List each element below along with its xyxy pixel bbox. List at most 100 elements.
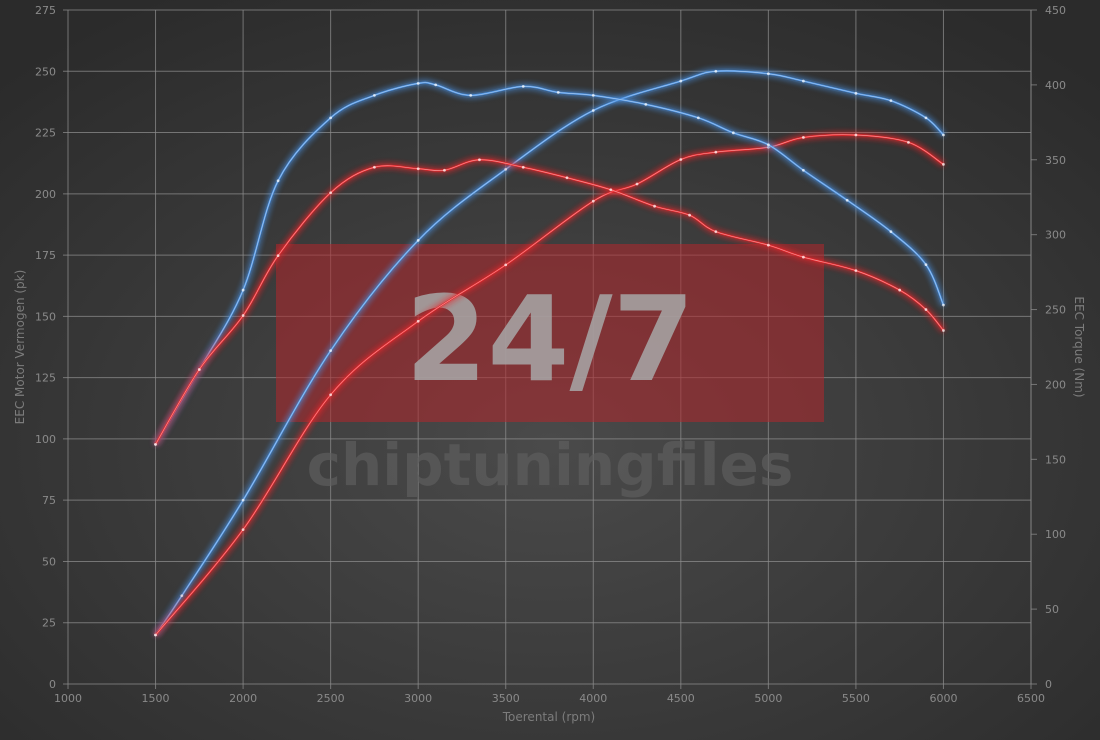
y-left-tick-label: 0 (49, 678, 56, 691)
tuned-torque-point (373, 93, 376, 97)
stock-power-point (154, 633, 157, 637)
x-tick-label: 3000 (404, 692, 432, 705)
tuned-torque-point (845, 198, 849, 202)
tuned-power-point (924, 116, 928, 120)
stock-power-point (635, 182, 639, 186)
y-right-tick-label: 50 (1045, 603, 1059, 616)
watermark: 24/7 chiptuningfiles (276, 244, 824, 499)
stock-torque-point (416, 167, 420, 171)
tuned-torque-point (434, 83, 438, 87)
stock-torque-point (197, 368, 201, 371)
stock-torque-point (924, 308, 928, 311)
tick-labels: 1000 1500 2000 2500 3000 3500 4000 4500 5000 5500… (35, 4, 1066, 705)
stock-torque-point (714, 230, 718, 234)
stock-torque-point (854, 269, 858, 273)
stock-torque-point (898, 288, 902, 292)
stock-torque-point (241, 314, 245, 317)
y-right-tick-label: 0 (1045, 678, 1052, 691)
stock-torque-point (276, 254, 280, 258)
stock-power-point (907, 140, 910, 144)
x-tick-label: 6500 (1017, 692, 1045, 705)
stock-power-highlight (155, 134, 944, 636)
y-left-axis-label: EEC Motor Vermogen (pk) (13, 270, 27, 425)
tuned-torque-point (521, 84, 525, 88)
tuned-torque-point (591, 93, 595, 97)
y-left-tick-label: 125 (35, 372, 56, 385)
tuned-power-point (942, 133, 945, 137)
y-right-tick-label: 300 (1045, 229, 1066, 242)
tuned-torque-point (924, 263, 928, 267)
tuned-torque-point (241, 288, 245, 292)
tuned-torque-point (696, 116, 700, 120)
stock-torque-point (521, 165, 525, 169)
stock-torque-point (478, 158, 481, 162)
x-tick-label: 3500 (492, 692, 520, 705)
tuned-power-point (889, 99, 893, 103)
x-tick-label: 4000 (579, 692, 607, 705)
tuned-power-point (766, 72, 770, 76)
y-right-tick-label: 350 (1045, 154, 1066, 167)
grid (63, 9, 1037, 689)
watermark-badge (276, 244, 824, 422)
x-tick-label: 2000 (229, 692, 257, 705)
stock-power-point (241, 528, 245, 531)
x-tick-label: 4500 (667, 692, 695, 705)
tuned-torque-point (889, 230, 893, 234)
tuned-power-point (714, 69, 718, 73)
tuned-torque-point (766, 143, 770, 147)
tuned-power-point (504, 167, 508, 171)
y-left-tick-label: 275 (35, 4, 56, 17)
stock-power-point (801, 136, 805, 139)
x-tick-label: 1500 (142, 692, 170, 705)
tuned-power-highlight (155, 70, 944, 636)
stock-power-point (679, 158, 683, 161)
y-left-tick-label: 175 (35, 249, 56, 262)
tuned-power-point (591, 109, 595, 112)
tuned-torque-point (731, 131, 735, 135)
stock-power-point (416, 319, 420, 323)
tuned-torque-point (469, 93, 473, 97)
x-tick-label: 5000 (754, 692, 782, 705)
x-tick-label: 5500 (842, 692, 870, 705)
y-left-tick-label: 225 (35, 127, 56, 140)
y-right-tick-label: 100 (1045, 528, 1066, 541)
y-left-tick-label: 100 (35, 433, 56, 446)
y-right-tick-label: 400 (1045, 79, 1066, 92)
x-tick-label: 6000 (929, 692, 957, 705)
tuned-torque-point (329, 116, 333, 120)
y-left-tick-label: 50 (42, 555, 56, 568)
y-left-tick-label: 150 (35, 310, 56, 323)
stock-torque-point (329, 191, 333, 195)
y-right-tick-label: 200 (1045, 378, 1066, 391)
stock-torque-point (373, 165, 376, 169)
stock-torque-point (565, 176, 569, 180)
tuned-power-point (241, 498, 245, 502)
watermark-text: chiptuningfiles (307, 431, 794, 499)
series-group (153, 68, 946, 637)
stock-torque-point (443, 168, 446, 172)
tuned-torque-highlight (155, 82, 944, 445)
stock-torque-point (942, 329, 945, 332)
y-right-tick-label: 150 (1045, 453, 1066, 466)
y-left-tick-label: 200 (35, 188, 56, 201)
stock-torque-point (653, 204, 656, 208)
stock-torque-point (766, 243, 770, 247)
stock-torque-point (801, 255, 805, 259)
tuned-torque-point (644, 102, 648, 106)
x-tick-label: 2500 (317, 692, 345, 705)
tuned-power-point (801, 79, 805, 83)
x-axis-label: Toerental (rpm) (502, 710, 595, 724)
y-right-tick-label: 250 (1045, 304, 1066, 317)
y-right-tick-label: 450 (1045, 4, 1066, 17)
tuned-power-point (329, 349, 333, 353)
y-left-tick-label: 25 (42, 617, 56, 630)
tuned-power-point (180, 594, 184, 598)
tuned-power-point (854, 91, 858, 95)
tuned-torque-point (942, 303, 945, 307)
stock-torque-point (688, 213, 691, 217)
tuned-power-point (416, 238, 420, 242)
stock-power-point (942, 163, 945, 166)
stock-torque-point (154, 442, 157, 446)
x-tick-label: 1000 (54, 692, 82, 705)
